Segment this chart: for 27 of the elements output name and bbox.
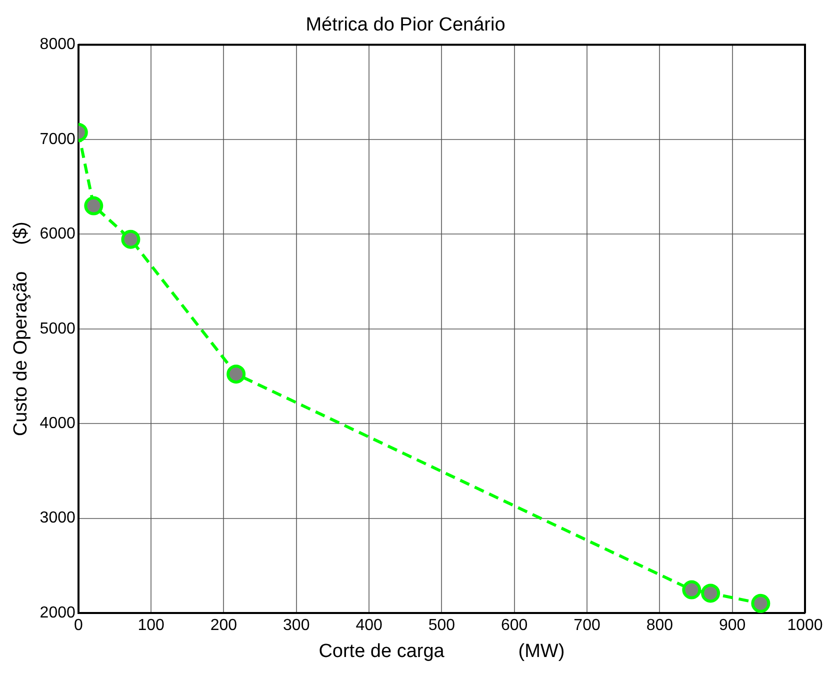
x-tick-label: 100 [138, 617, 164, 634]
y-tick-label: 8000 [40, 36, 76, 54]
x-tick-label: 700 [574, 617, 600, 634]
x-tick-label: 500 [428, 617, 456, 634]
y-tick-label: 2000 [40, 604, 76, 622]
x-tick-label: 200 [210, 617, 238, 634]
x-axis-title: Corte de carga (MW) [318, 640, 565, 662]
y-tick-label: 7000 [40, 130, 76, 148]
x-tick-label: 800 [646, 617, 674, 634]
chart-title: Métrica do Pior Cenário [306, 14, 506, 36]
y-tick-label: 4000 [40, 415, 76, 432]
point [701, 584, 720, 603]
y-tick-label: 3000 [40, 510, 76, 527]
point [226, 364, 246, 384]
y-tick-label: 6000 [40, 226, 76, 243]
point [84, 196, 104, 216]
point [682, 580, 702, 600]
point [751, 594, 770, 613]
x-tick-label: 1000 [787, 617, 823, 634]
x-tick-label: 0 [74, 617, 83, 634]
x-tick-label: 600 [501, 617, 528, 634]
x-tick-label: 900 [718, 617, 746, 634]
point [121, 230, 140, 249]
x-tick-label: 300 [283, 617, 310, 634]
y-tick-label: 5000 [40, 320, 76, 338]
x-tick-label: 400 [356, 617, 382, 634]
y-axis-title: Custo de Operação ($) [10, 222, 32, 436]
